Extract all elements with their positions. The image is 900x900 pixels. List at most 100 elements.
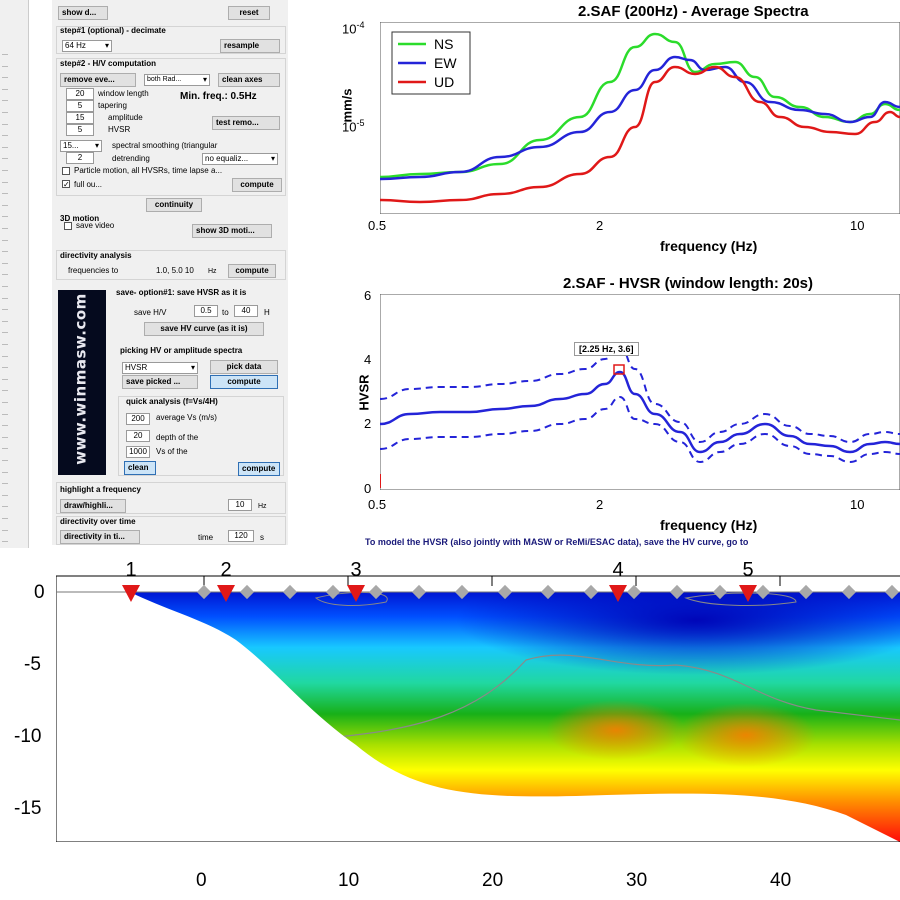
left-list-row: — [2, 295, 8, 302]
spectra-chart: NS EW UD [380, 22, 900, 214]
quick-compute-button[interactable]: compute [238, 462, 280, 476]
resample-button[interactable]: resample [220, 39, 280, 53]
hvsr-xlabel: frequency (Hz) [660, 517, 758, 533]
left-list-row: — [2, 411, 8, 418]
left-list-row: — [2, 249, 8, 256]
save-video-label: save video [76, 221, 115, 230]
show-3d-motion-button[interactable]: show 3D moti... [192, 224, 272, 238]
left-list-row: — [2, 376, 8, 383]
save-picked-button[interactable]: save picked ... [122, 375, 198, 389]
left-list-row: — [2, 214, 8, 221]
time-label: time [198, 533, 214, 542]
station-marker-label: 3 [350, 560, 361, 581]
clean-axes-button[interactable]: clean axes [218, 73, 280, 87]
station-marker-triangle[interactable] [609, 585, 627, 602]
geophone-marker [368, 584, 384, 600]
equalization-select[interactable]: no equaliz... [202, 153, 278, 165]
depth-input[interactable]: 20 [126, 430, 150, 442]
station-marker-triangle[interactable] [739, 585, 757, 602]
station-marker-triangle[interactable] [122, 585, 140, 602]
station-marker-label: 1 [125, 560, 136, 581]
station-marker-triangle[interactable] [347, 585, 365, 602]
amplitude-input[interactable]: 15 [66, 112, 94, 124]
section-ytick-minus15: -15 [14, 798, 42, 819]
amplitude-label: amplitude [108, 113, 143, 122]
velocity-field [130, 592, 900, 842]
save-to-input[interactable]: 40 [234, 305, 258, 317]
3d-motion-title: 3D motion [60, 214, 100, 223]
tapering-input[interactable]: 5 [66, 100, 94, 112]
geophone-row [196, 584, 900, 600]
vs-of-input[interactable]: 1000 [126, 446, 150, 458]
save-hv-curve-button[interactable]: save HV curve (as it is) [144, 322, 264, 336]
hvsr-axes [380, 294, 900, 490]
frequencies-value[interactable]: 1.0, 5.0 10 [156, 266, 194, 275]
station-marker-label: 5 [742, 560, 753, 581]
both-radial-select[interactable]: both Rad... [144, 74, 210, 86]
decimate-select[interactable]: 64 Hz [62, 40, 112, 52]
picking-select[interactable]: HVSR [122, 362, 198, 374]
left-list-row: — [2, 527, 8, 534]
clean-button[interactable]: clean [124, 461, 156, 475]
window-length-label: window length [98, 89, 149, 98]
hvsr-title: 2.SAF - HVSR (window length: 20s) [563, 275, 814, 292]
directivity-time-button[interactable]: directivity in ti... [60, 530, 140, 544]
detrending-input[interactable]: 2 [66, 152, 94, 164]
window-length-input[interactable]: 20 [66, 88, 94, 100]
geophone-marker [196, 584, 212, 600]
left-list-row: — [2, 504, 8, 511]
continuity-button[interactable]: continuity [146, 198, 202, 212]
hvsr-label: HVSR [108, 125, 131, 134]
test-remove-button[interactable]: test remo... [212, 116, 280, 130]
winmasw-logo: www.winmasw.com [58, 290, 106, 475]
particle-motion-checkbox[interactable] [62, 167, 70, 175]
pick-compute-button[interactable]: compute [210, 375, 278, 389]
geophone-marker [411, 584, 427, 600]
depth-label: depth of the [156, 433, 199, 442]
time-input[interactable]: 120 [228, 530, 254, 542]
left-list-row: — [2, 133, 8, 140]
left-list-row: — [2, 144, 8, 151]
section-xtick-0: 0 [196, 870, 207, 891]
picking-title: picking HV or amplitude spectra [120, 346, 243, 355]
save-from-input[interactable]: 0.5 [194, 305, 218, 317]
station-markers[interactable]: 1 2 3 4 5 [122, 560, 757, 602]
left-list-row: — [2, 318, 8, 325]
section-ytick-minus10: -10 [14, 726, 42, 747]
section-xtick-40: 40 [770, 870, 792, 891]
ud-series-line [380, 65, 900, 204]
velocity-contour [325, 654, 900, 739]
section-ytick-0: 0 [34, 582, 45, 603]
hvsr-peak-marker[interactable] [613, 364, 625, 375]
min-freq-label: Min. freq.: 0.5Hz [180, 91, 257, 102]
station-marker-label: 2 [220, 560, 231, 581]
remove-events-button[interactable]: remove eve... [60, 73, 136, 87]
show-button[interactable]: show d... [58, 6, 108, 20]
pick-data-button[interactable]: pick data [210, 360, 278, 374]
highlight-input[interactable]: 10 [228, 499, 252, 511]
spectra-xlabel: frequency (Hz) [660, 238, 758, 254]
hvsr-ylabel: HVSR [356, 374, 372, 411]
save-video-checkbox[interactable] [64, 222, 72, 230]
geophone-marker [540, 584, 556, 600]
directivity-compute-button[interactable]: compute [228, 264, 276, 278]
smoothing-select[interactable]: 15... [60, 140, 102, 152]
smoothing-label: spectral smoothing (triangular [112, 141, 218, 150]
legend-ns-label: NS [434, 36, 453, 52]
high-velocity-zone-1 [546, 700, 686, 760]
reset-button[interactable]: reset [228, 6, 270, 20]
surface-strip [56, 582, 900, 592]
left-list-row: — [2, 237, 8, 244]
left-list-row: — [2, 423, 8, 430]
average-vs-input[interactable]: 200 [126, 413, 150, 425]
hvsr-smoothing-input[interactable]: 5 [66, 124, 94, 136]
station-marker-triangle[interactable] [217, 585, 235, 602]
directivity-group [56, 250, 286, 280]
quick-analysis-group [118, 396, 284, 476]
save-hv-label: save H/V [134, 308, 167, 317]
full-output-checkbox[interactable]: ✓ [62, 180, 70, 189]
particle-motion-label: Particle motion, all HVSRs, time lapse a… [74, 166, 223, 175]
left-list-row: — [2, 191, 8, 198]
compute-button[interactable]: compute [232, 178, 282, 192]
draw-highlight-button[interactable]: draw/highli... [60, 499, 126, 513]
